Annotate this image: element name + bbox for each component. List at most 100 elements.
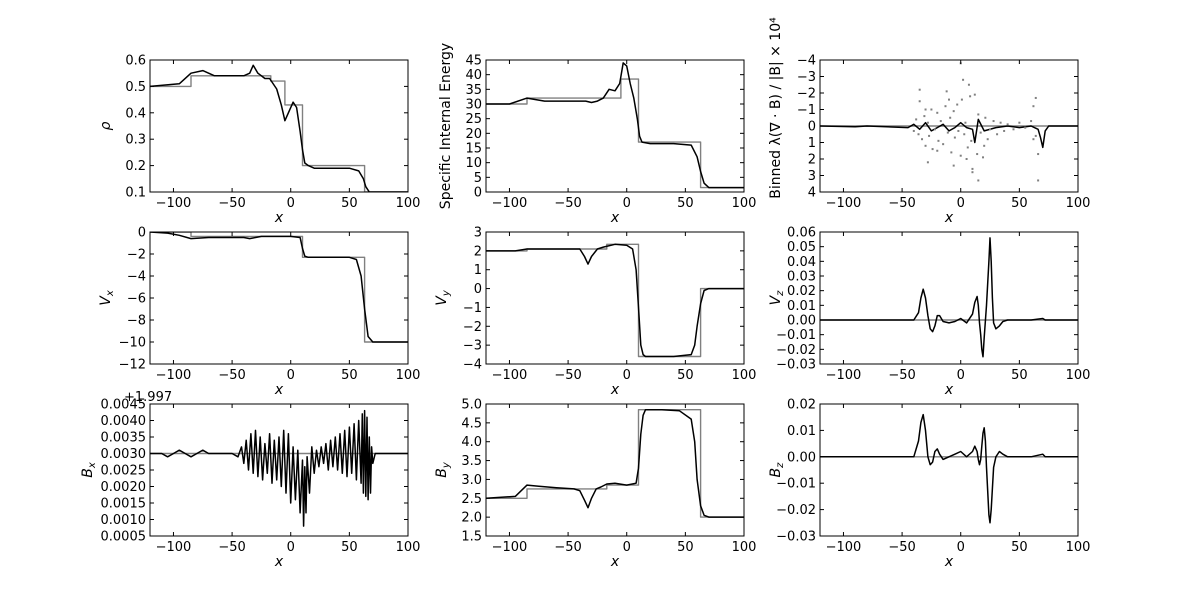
x-axis-label: x <box>274 554 284 570</box>
series-line-0 <box>486 78 744 189</box>
scatter-point <box>964 121 967 124</box>
scatter-point <box>1034 134 1037 137</box>
plot-area-vx <box>150 232 408 343</box>
series-line-0 <box>150 232 408 343</box>
x-tick-label: −50 <box>218 196 245 211</box>
x-tick-label: 0 <box>623 540 631 555</box>
plot-area-divb <box>820 62 1078 182</box>
x-tick-label: −50 <box>888 540 915 555</box>
y-tick-label: 25 <box>465 112 482 127</box>
y-tick-label: 5 <box>474 171 482 186</box>
scatter-point <box>949 116 952 119</box>
series-line-1 <box>486 408 744 518</box>
y-tick-label: 0.00 <box>787 450 816 465</box>
y-tick-label: 1.5 <box>461 530 482 545</box>
scatter-point <box>960 98 963 101</box>
x-tick-label: −50 <box>554 540 581 555</box>
y-tick-label: 4.5 <box>461 416 482 431</box>
y-tick-label: 0.3 <box>125 133 146 148</box>
scatter-point <box>915 118 918 121</box>
y-tick-label: 0.03 <box>787 270 816 285</box>
scatter-point <box>983 144 986 147</box>
axes-frame <box>149 59 409 193</box>
x-axis-label: x <box>610 554 620 570</box>
plot-area-rho <box>150 64 408 192</box>
x-axis-label: x <box>274 382 284 398</box>
x-tick-label: 100 <box>1066 540 1091 555</box>
y-tick-label: 0.4 <box>125 106 146 121</box>
series-line-1 <box>820 237 1078 358</box>
y-tick-label: 0.0010 <box>101 513 147 528</box>
scatter-point <box>952 110 955 113</box>
scatter-point <box>971 167 974 170</box>
scatter-point <box>967 83 970 86</box>
y-tick-label: 3.5 <box>461 454 482 469</box>
plot-area-vz <box>820 237 1078 358</box>
y-tick-label: −2 <box>463 320 482 335</box>
scatter-point <box>944 105 947 108</box>
x-tick-label: 100 <box>732 196 757 211</box>
x-tick-label: 0 <box>957 368 965 383</box>
x-tick-label: 50 <box>1011 540 1028 555</box>
x-tick-label: 0 <box>957 540 965 555</box>
scatter-point <box>926 121 929 124</box>
scatter-point <box>986 138 989 141</box>
y-tick-label: −0.02 <box>776 503 816 518</box>
y-tick-label: −0.03 <box>776 530 816 545</box>
plot-area-bx <box>150 409 408 527</box>
scatter-point <box>939 120 942 123</box>
scatter-point <box>918 100 921 103</box>
scatter-point <box>921 138 924 141</box>
y-tick-label: 0 <box>138 226 146 241</box>
scatter-point <box>957 129 960 132</box>
scatter-point <box>946 131 949 134</box>
axes-frame <box>819 231 1079 365</box>
y-tick-label: 10 <box>465 156 482 171</box>
y-tick-label: 0.0040 <box>101 414 147 429</box>
y-tick-label: 0.05 <box>787 240 816 255</box>
y-axis-label: Bz <box>768 462 786 478</box>
y-tick-label: 40 <box>465 68 482 83</box>
x-tick-label: −100 <box>492 540 528 555</box>
y-tick-label: 0.0025 <box>101 464 147 479</box>
x-axis-label: x <box>944 382 954 398</box>
scatter-point <box>996 133 999 136</box>
y-tick-label: 0.1 <box>125 186 146 201</box>
scatter-point <box>926 161 929 164</box>
scatter-point <box>950 151 953 154</box>
y-tick-label: 3 <box>808 169 816 184</box>
scatter-point <box>979 131 982 134</box>
axes-frame <box>485 59 745 193</box>
y-tick-label: −0.03 <box>776 358 816 373</box>
y-tick-label: 0.01 <box>787 424 816 439</box>
scatter-point <box>912 129 915 132</box>
y-tick-label: 0 <box>808 120 816 135</box>
y-tick-label: −2 <box>797 87 816 102</box>
y-tick-label: −4 <box>463 358 482 373</box>
axes-frame <box>149 231 409 365</box>
y-tick-label: 0.0005 <box>101 530 147 545</box>
x-tick-label: −50 <box>218 368 245 383</box>
scatter-point <box>945 90 948 93</box>
plot-area-bz <box>820 413 1078 524</box>
y-tick-label: −3 <box>797 70 816 85</box>
y-offset-label: +1.997 <box>124 390 172 405</box>
scatter-point <box>992 120 995 123</box>
y-axis-label: Binned λ(∇ · B) / |B| × 10⁴ <box>768 17 784 199</box>
y-tick-label: 0.6 <box>125 54 146 69</box>
scatter-point <box>931 148 934 151</box>
x-axis-label: x <box>944 210 954 226</box>
scatter-point <box>1024 126 1027 129</box>
x-axis-label: x <box>610 382 620 398</box>
y-tick-label: 0 <box>474 186 482 201</box>
y-tick-label: 20 <box>465 127 482 142</box>
series-line-1 <box>486 243 744 358</box>
x-axis-label: x <box>944 554 954 570</box>
x-tick-label: 50 <box>677 540 694 555</box>
series-line-0 <box>486 243 744 358</box>
x-tick-label: 50 <box>341 540 358 555</box>
scatter-point <box>977 179 980 182</box>
y-tick-label: 0.0020 <box>101 480 147 495</box>
y-axis-label: Vy <box>434 289 452 306</box>
